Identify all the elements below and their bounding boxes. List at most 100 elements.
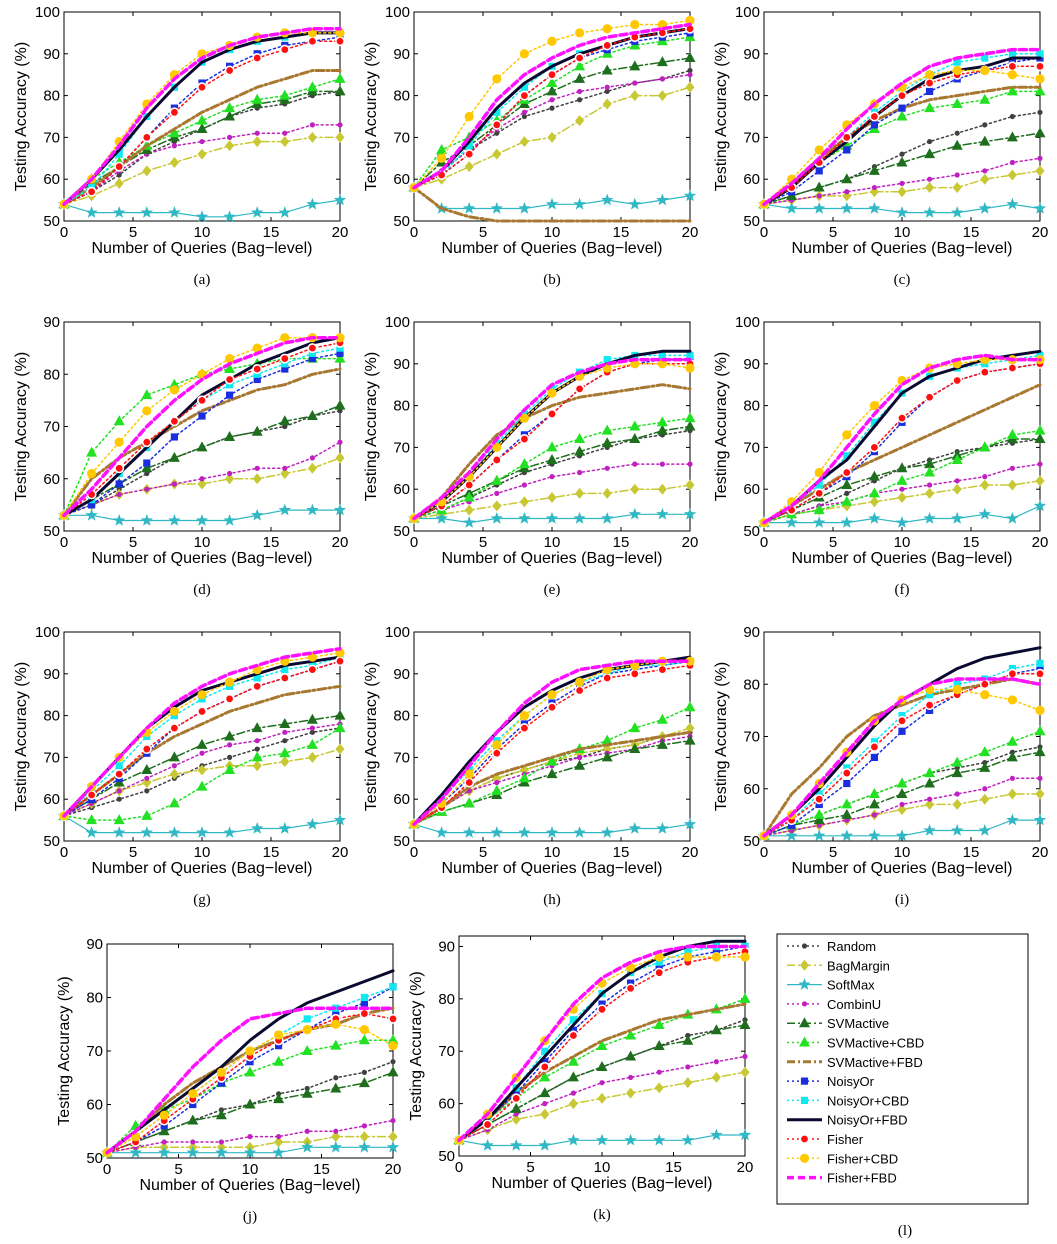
data-point-softmax [85, 508, 98, 521]
data-point-combinu [218, 1139, 224, 1145]
data-point-noisyor-cbd [336, 344, 344, 352]
data-point-svmactive-cbd [330, 1039, 342, 1050]
data-point-softmax [518, 202, 531, 214]
x-tick-label: 20 [1032, 534, 1049, 551]
data-point-svmactive [682, 1034, 694, 1045]
chart-e: 0 5 10 15 20 50 60 70 80 90 100 Number of Queries (… [363, 314, 698, 598]
data-point-softmax [1033, 499, 1046, 512]
data-point-svmactive-cbd [334, 72, 346, 83]
data-point-bagmargin [464, 161, 474, 173]
y-tick-label: 100 [385, 4, 410, 21]
data-point-softmax [951, 512, 964, 524]
data-point-combinu [337, 122, 343, 128]
data-point-softmax [923, 206, 936, 218]
series-line-svmactive-fbd [62, 367, 342, 517]
legend-label: Fisher+CBD [827, 1151, 898, 1166]
data-point-combinu [927, 482, 933, 488]
data-point-fisher [596, 1004, 607, 1015]
data-point-svmactive-cbd [896, 110, 908, 121]
series-line-random [63, 90, 341, 206]
data-point-softmax [278, 206, 291, 218]
legend-item-svmactive-fbd: SVMactive+FBD [787, 1055, 923, 1070]
series-line-svmactive-fbd [62, 69, 342, 206]
series-line-noisyor [413, 358, 691, 520]
data-point-noisyor-cbd [253, 370, 261, 378]
data-point-fisher-cbd [980, 65, 990, 76]
data-point-noisyor-cbd [226, 381, 234, 389]
data-point-softmax [978, 507, 991, 520]
data-point-noisyor-cbd [1008, 50, 1016, 58]
data-point-softmax [518, 512, 531, 524]
data-point-bagmargin [519, 496, 529, 508]
y-tick-label: 90 [43, 314, 60, 331]
y-tick-label: 60 [743, 481, 760, 498]
data-point-fisher [169, 416, 180, 427]
data-point-fisher [1035, 668, 1046, 679]
data-point-fisher-cbd [602, 24, 612, 34]
data-point-bagmargin [197, 764, 207, 776]
data-point-softmax [978, 202, 991, 214]
data-point-fisher-cbd [1035, 705, 1045, 715]
series-line-noisyor [458, 945, 746, 1142]
data-point-softmax [306, 197, 319, 210]
data-point-bagmargin [280, 468, 290, 480]
data-point-noisyor-cbd [281, 666, 289, 674]
data-point-noisyor-cbd [308, 349, 316, 357]
data-point-noisyor-cbd [115, 150, 123, 158]
data-point-softmax [301, 1140, 314, 1153]
data-point-softmax [601, 826, 614, 838]
caption-d: (d) [193, 582, 211, 598]
data-point-bagmargin [197, 148, 207, 160]
data-point-random [254, 746, 260, 752]
data-point-svmactive [739, 1019, 751, 1030]
series-group [408, 15, 696, 223]
data-point-softmax [333, 193, 346, 206]
data-point-noisyor-cbd [520, 83, 528, 91]
data-point-fisher [252, 52, 263, 63]
data-point-svmactive-cbd [625, 1029, 637, 1040]
data-point-bagmargin [225, 473, 235, 485]
data-point-combinu [982, 474, 988, 480]
x-tick-label: 15 [263, 534, 280, 551]
data-point-svmactive [546, 768, 558, 779]
data-point-bagmargin [602, 98, 612, 110]
data-point-bagmargin [335, 743, 345, 755]
data-point-combinu [871, 812, 878, 818]
series-line-fisher-fbd [62, 26, 342, 207]
data-point-softmax [656, 193, 669, 206]
caption-i: (i) [895, 892, 909, 908]
data-point-fisher-cbd [925, 70, 935, 80]
y-tick-label: 60 [393, 171, 410, 188]
series-line-svmactive-fbd [412, 383, 692, 520]
data-point-combinu [604, 84, 610, 90]
data-point-combinu [599, 1080, 605, 1086]
data-point-svmactive-cbd [436, 143, 448, 154]
data-point-svmactive [924, 777, 936, 788]
data-point-svmactive-cbd [196, 114, 208, 125]
y-tick-label: 80 [743, 88, 760, 105]
x-tick-label: 0 [103, 1161, 111, 1178]
data-point-combinu [171, 143, 177, 149]
legend-label: BagMargin [827, 958, 890, 973]
data-point-svmactive [251, 722, 263, 733]
y-tick-label: 60 [743, 171, 760, 188]
data-point-fisher [197, 706, 208, 717]
data-point-svmactive [1034, 746, 1046, 757]
y-tick-label: 90 [438, 938, 455, 955]
data-point-combinu [254, 465, 260, 471]
data-point-fisher-cbd [519, 413, 530, 423]
data-point-svmactive [868, 164, 880, 175]
data-point-svmactive [684, 420, 696, 431]
data-point-softmax [1006, 512, 1019, 524]
data-point-bagmargin [630, 90, 640, 102]
y-tick-label: 70 [743, 129, 760, 146]
x-tick-label: 0 [760, 224, 768, 241]
data-point-noisyor-cbd [493, 108, 501, 116]
data-point-svmactive-cbd [224, 763, 236, 774]
data-point-bagmargin [980, 793, 990, 805]
data-point-bagmargin [388, 1131, 398, 1143]
x-tick-label: 5 [479, 224, 487, 241]
y-tick-label: 50 [86, 1150, 103, 1167]
y-tick-label: 90 [86, 936, 103, 953]
data-point-fisher-cbd [359, 1025, 369, 1035]
